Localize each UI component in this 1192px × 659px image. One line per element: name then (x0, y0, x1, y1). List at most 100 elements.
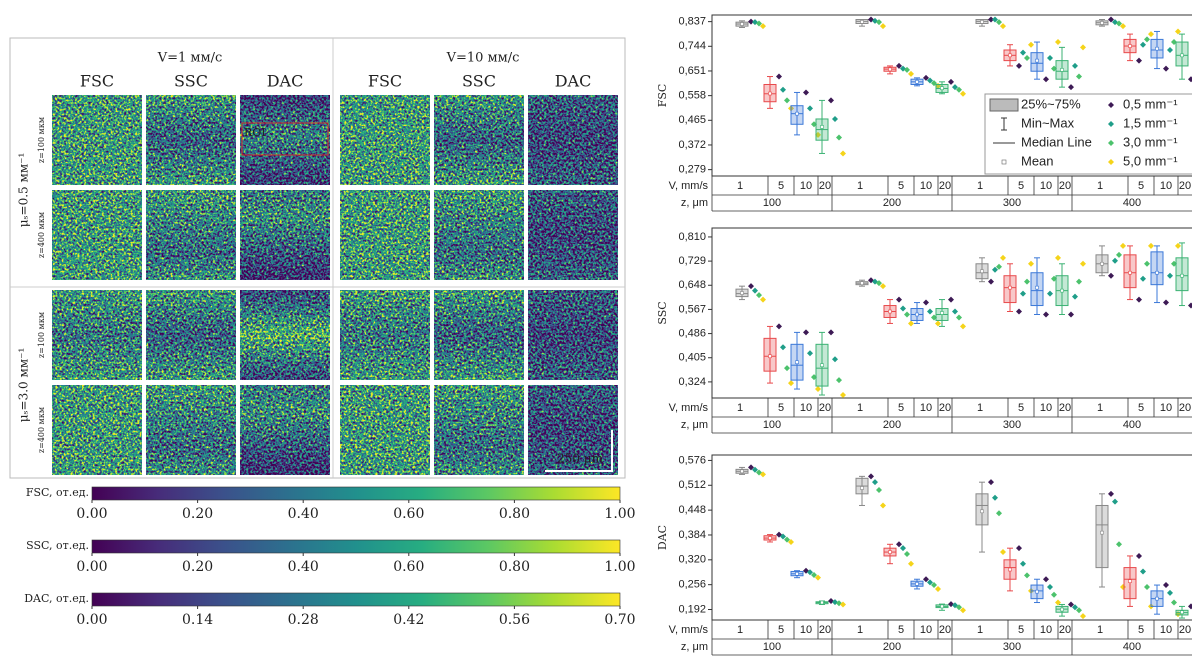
data-point (807, 569, 813, 576)
mu-label: μₛ=0.5 мм⁻¹ (17, 153, 31, 228)
x-tick-label: 5 (1018, 402, 1024, 414)
data-point (1108, 16, 1114, 23)
y-tick-label: 0,256 (678, 579, 706, 591)
colorbar-tick-label: 0.28 (288, 612, 319, 628)
mean-marker (1128, 270, 1132, 275)
data-point (1076, 73, 1082, 80)
y-tick-label: 0,651 (678, 65, 706, 77)
data-point (776, 73, 782, 80)
group-label: 100 (763, 197, 781, 209)
data-point (904, 311, 910, 318)
data-point (952, 308, 958, 315)
data-point (1072, 293, 1078, 300)
mean-marker (768, 354, 772, 359)
x-tick-label: 10 (920, 624, 932, 636)
mean-marker (1008, 53, 1012, 58)
data-point (1068, 84, 1074, 91)
group-axis-title: z, μm (681, 197, 708, 209)
legend-label: Min~Max (1021, 115, 1075, 130)
scale-bar (545, 430, 613, 472)
y-tick-label: 0,512 (678, 479, 706, 491)
mean-marker (1155, 596, 1159, 601)
group-label: 200 (883, 419, 901, 431)
data-point (840, 601, 846, 608)
data-point (1167, 589, 1173, 596)
y-tick-label: 0,837 (678, 16, 706, 28)
y-tick-label: 0,384 (678, 529, 706, 541)
data-point (1072, 604, 1078, 611)
data-point (788, 380, 794, 387)
colorbar-tick-label: 0.60 (393, 559, 424, 575)
data-point (811, 571, 817, 578)
data-point (876, 486, 882, 493)
z-label: z=400 мкм (37, 212, 46, 258)
colorbar-tick-label: 0.60 (393, 506, 424, 522)
x-tick-label: 10 (1160, 624, 1172, 636)
data-point (815, 386, 821, 393)
data-point (752, 466, 758, 473)
mean-marker (1180, 273, 1184, 278)
data-point (904, 66, 910, 73)
x-tick-label: 5 (778, 180, 784, 192)
mean-marker (1035, 589, 1039, 594)
y-axis-title: SSC (656, 301, 669, 324)
data-point (1136, 296, 1142, 303)
x-tick-label: 20 (819, 180, 831, 192)
data-point (1076, 278, 1082, 285)
speckle-image (434, 95, 524, 185)
mean-marker (795, 571, 799, 576)
mean-marker (940, 604, 944, 609)
colorbar-tick-label: 0.70 (604, 612, 635, 628)
data-point (1080, 44, 1086, 51)
mean-marker (1008, 567, 1012, 572)
x-tick-label: 1 (977, 180, 983, 192)
y-tick-label: 0,810 (678, 231, 706, 243)
x-tick-label: 20 (1059, 180, 1071, 192)
data-point (1116, 251, 1122, 258)
data-point (900, 545, 906, 552)
data-point (784, 97, 790, 104)
data-point (956, 604, 962, 611)
data-point (960, 323, 966, 330)
legend-label: 1,5 mm⁻¹ (1123, 115, 1178, 130)
plot-frame (711, 454, 1192, 621)
mean-marker (1128, 44, 1132, 48)
colorbar-tick-label: 0.00 (76, 612, 107, 628)
mean-marker (1060, 288, 1064, 293)
data-point (836, 134, 842, 141)
data-point (1140, 275, 1146, 282)
colorbar-tick-label: 1.00 (604, 559, 635, 575)
mean-marker (888, 309, 892, 314)
speckle-image (434, 385, 524, 475)
colorbar-tick-label: 0.80 (499, 559, 530, 575)
data-point (776, 323, 782, 330)
mean-marker (795, 111, 799, 116)
data-point (956, 314, 962, 321)
y-tick-label: 0,648 (678, 279, 706, 291)
x-tick-label: 5 (1018, 180, 1024, 192)
y-tick-label: 0,465 (678, 114, 706, 126)
colorbar-tick-label: 0.42 (393, 612, 424, 628)
mean-marker (1060, 68, 1064, 72)
data-point (908, 560, 914, 567)
mean-marker (740, 469, 744, 474)
x-tick-label: 10 (920, 402, 932, 414)
data-point (923, 74, 929, 81)
mean-marker (915, 582, 919, 586)
data-point (927, 77, 933, 84)
speckle-image (340, 190, 430, 280)
group-label: 400 (1123, 419, 1141, 431)
legend-mean-symbol (1001, 159, 1007, 165)
legend-marker (1108, 121, 1114, 127)
data-point (832, 115, 838, 122)
mean-marker (1060, 607, 1064, 612)
x-tick-label: 5 (778, 624, 784, 636)
data-point (948, 78, 954, 85)
data-point (828, 329, 834, 336)
data-point (935, 320, 941, 327)
legend-label: Mean (1021, 153, 1054, 168)
data-point (1171, 599, 1177, 606)
x-tick-label: 1 (857, 402, 863, 414)
data-point (896, 541, 902, 548)
mean-marker (860, 20, 864, 24)
